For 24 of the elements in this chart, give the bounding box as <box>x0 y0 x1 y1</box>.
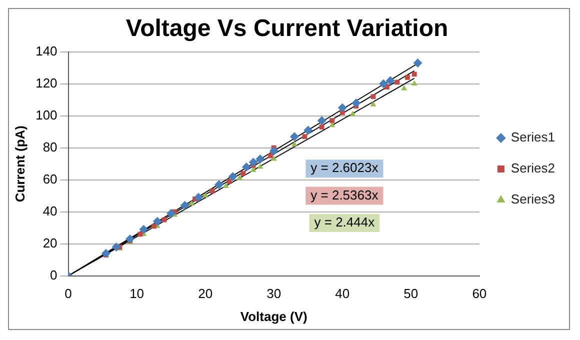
y-axis-title: Current (pA) <box>12 126 28 202</box>
legend-label: Series3 <box>510 192 555 207</box>
annotation: y = 2.444x <box>314 214 376 230</box>
x-tick-label: 20 <box>198 286 213 302</box>
x-tick-label: 40 <box>335 286 350 302</box>
y-tick-label: 80 <box>42 139 58 154</box>
x-tick-label: 30 <box>266 286 282 302</box>
legend-label: Series2 <box>510 160 555 176</box>
y-tick-label: 140 <box>36 43 58 58</box>
x-tick-label: 60 <box>472 286 487 302</box>
y-tick-label: 120 <box>36 75 58 90</box>
y-tick-label: 0 <box>50 267 58 282</box>
x-axis-title: Voltage (V) <box>240 308 308 324</box>
x-tick-label: 10 <box>130 286 144 302</box>
annotation: y = 2.6023x <box>310 160 379 176</box>
y-tick-label: 60 <box>42 171 58 186</box>
y-tick-label: 40 <box>42 203 58 218</box>
legend-label: Series1 <box>510 130 555 145</box>
y-tick-label: 100 <box>36 107 58 122</box>
chart-title: Voltage Vs Current Variation <box>126 15 448 42</box>
annotation: y = 2.5363x <box>310 187 379 202</box>
x-tick-label: 50 <box>404 286 418 302</box>
x-tick-label: 0 <box>64 286 72 302</box>
y-tick-label: 20 <box>42 235 58 250</box>
